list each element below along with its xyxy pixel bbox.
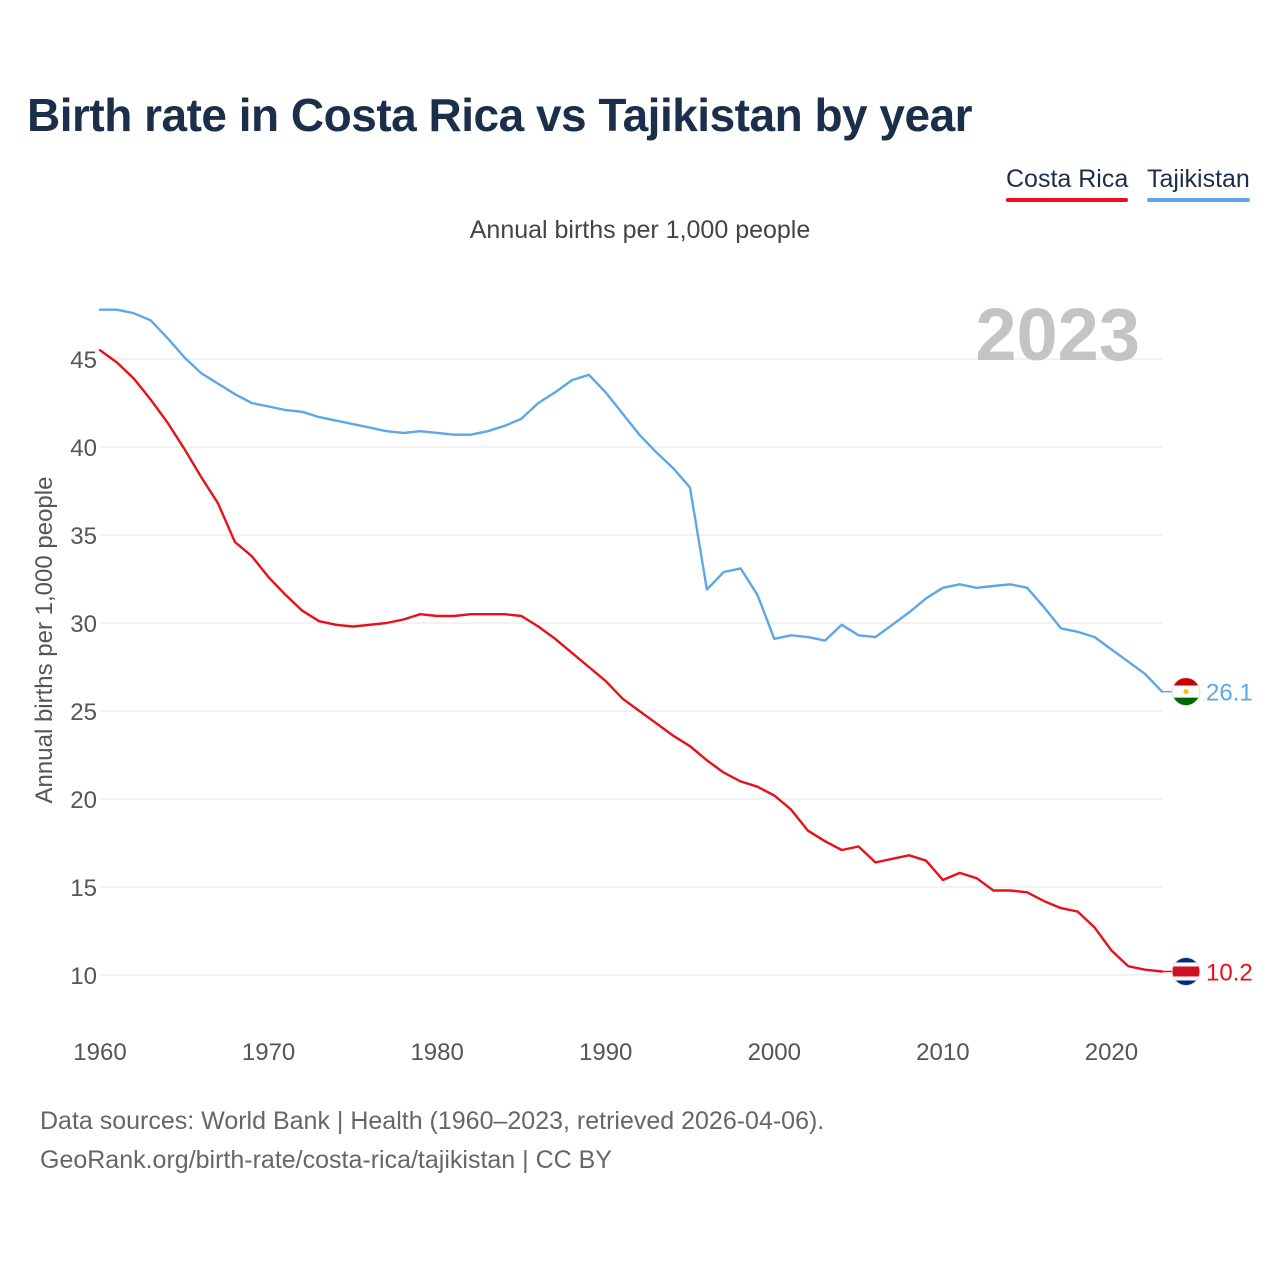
legend-label-costa-rica: Costa Rica	[1006, 165, 1129, 193]
line-chart: 10 15 20 25 30 35 40 45 1960 1970 1980 1990 2000 201…	[31, 293, 1253, 1066]
legend-swatch-costa-rica	[1006, 198, 1129, 202]
legend-label-tajikistan: Tajikistan	[1147, 165, 1250, 193]
legend-swatch-tajikistan	[1147, 198, 1250, 202]
end-markers: 10.2 26.1	[1162, 677, 1253, 986]
x-axis-ticks: 1960 1970 1980 1990 2000 2010 2020	[73, 1039, 1138, 1066]
y-tick-label: 30	[70, 611, 97, 638]
y-tick-label: 45	[70, 347, 97, 374]
y-tick-label: 40	[70, 435, 97, 462]
end-value-label-tajikistan: 26.1	[1206, 680, 1253, 707]
end-value-label-costa-rica: 10.2	[1206, 959, 1253, 986]
grid-lines	[100, 358, 1162, 976]
series-lines	[98, 308, 1164, 973]
legend-item-tajikistan[interactable]: Tajikistan	[1147, 165, 1250, 202]
footer-source: Data sources: World Bank | Health (1960–…	[40, 1107, 825, 1135]
flag-costa-rica-icon	[1171, 956, 1201, 986]
y-tick-label: 15	[70, 875, 97, 902]
x-tick-label: 1970	[242, 1039, 295, 1066]
x-tick-label: 2020	[1085, 1039, 1138, 1066]
y-tick-label: 20	[70, 787, 97, 814]
chart-subtitle: Annual births per 1,000 people	[469, 216, 811, 244]
x-tick-label: 2000	[748, 1039, 801, 1066]
year-watermark: 2023	[975, 293, 1140, 376]
x-tick-label: 1990	[579, 1039, 632, 1066]
series-line-tajikistan	[98, 308, 1164, 693]
series-line-costa-rica	[98, 349, 1164, 973]
x-tick-label: 2010	[916, 1039, 969, 1066]
y-tick-label: 35	[70, 523, 97, 550]
footer-credit[interactable]: GeoRank.org/birth-rate/costa-rica/tajiki…	[40, 1146, 612, 1174]
legend-item-costa-rica[interactable]: Costa Rica	[1006, 165, 1129, 202]
y-tick-label: 25	[70, 699, 97, 726]
y-axis-ticks: 10 15 20 25 30 35 40 45	[70, 347, 97, 990]
y-tick-label: 10	[70, 963, 97, 990]
y-axis-label: Annual births per 1,000 people	[31, 477, 58, 804]
chart-title: Birth rate in Costa Rica vs Tajikistan b…	[27, 89, 973, 141]
flag-tajikistan-icon	[1171, 677, 1201, 707]
x-tick-label: 1960	[73, 1039, 126, 1066]
x-tick-label: 1980	[410, 1039, 463, 1066]
